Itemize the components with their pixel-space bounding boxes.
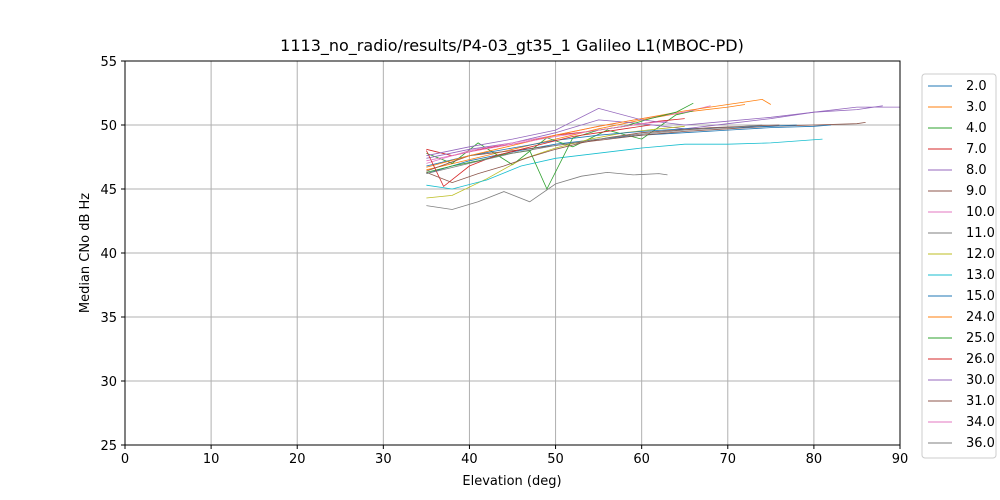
legend-label: 10.0 [966,205,995,220]
legend-label: 31.0 [966,394,995,409]
legend-item: 12.0 [928,247,995,262]
y-tick-label: 30 [100,375,117,390]
legend-label: 30.0 [966,373,995,388]
y-tick-label: 55 [100,55,117,70]
legend-label: 24.0 [966,310,995,325]
x-tick-label: 30 [375,452,392,467]
legend-item: 15.0 [928,289,995,304]
legend-label: 13.0 [966,268,995,283]
series-line-9.0 [426,122,866,172]
series-line-30.0 [426,106,900,157]
y-tick-label: 45 [100,183,117,198]
legend-item: 36.0 [928,436,995,451]
legend-label: 11.0 [966,226,995,241]
x-tick-label: 40 [461,452,478,467]
y-tick-label: 40 [100,247,117,262]
y-tick-label: 50 [100,119,117,134]
legend-label: 36.0 [966,436,995,451]
legend-label: 9.0 [966,184,987,199]
legend-item: 30.0 [928,373,995,388]
legend-item: 8.0 [928,163,987,178]
legend-item: 4.0 [928,121,987,136]
x-tick-label: 60 [633,452,650,467]
y-axis-title: Median CNo dB Hz [78,193,93,313]
legend-label: 15.0 [966,289,995,304]
legend-item: 24.0 [928,310,995,325]
legend-item: 34.0 [928,415,995,430]
x-tick-label: 50 [547,452,564,467]
x-tick-label: 80 [806,452,823,467]
legend-item: 31.0 [928,394,995,409]
series-line-36.0 [426,124,763,174]
series-line-24.0 [426,98,772,168]
legend-item: 3.0 [928,100,987,115]
series-line-34.0 [426,120,668,162]
y-axis: 25 30 35 40 45 50 55 [100,55,125,454]
legend: 2.0 3.0 4.0 7.0 8.0 9.0 10.0 11.0 12.0 13.0 15.0 24… [921,73,997,459]
series-line-26.0 [426,124,651,188]
legend-label: 34.0 [966,415,995,430]
legend-label: 2.0 [966,79,987,94]
legend-label: 26.0 [966,352,995,367]
legend-label: 4.0 [966,121,987,136]
series-layer [426,98,900,210]
x-tick-label: 20 [289,452,306,467]
legend-label: 12.0 [966,247,995,262]
series-line-3.0 [426,104,746,171]
legend-item: 9.0 [928,184,987,199]
x-tick-label: 0 [121,452,129,467]
chart-title: 1113_no_radio/results/P4-03_gt35_1 Galil… [280,36,744,56]
legend-label: 3.0 [966,100,987,115]
legend-item: 2.0 [928,79,987,94]
x-axis: 0 10 20 30 40 50 60 70 80 90 [121,445,908,467]
x-tick-label: 10 [203,452,220,467]
x-tick-label: 90 [892,452,909,467]
legend-item: 26.0 [928,352,995,367]
y-tick-label: 35 [100,311,117,326]
legend-label: 7.0 [966,142,987,157]
series-line-31.0 [426,124,780,184]
legend-item: 10.0 [928,205,995,220]
series-line-15.0 [426,124,797,167]
legend-item: 11.0 [928,226,995,241]
legend-label: 8.0 [966,163,987,178]
legend-label: 25.0 [966,331,995,346]
legend-item: 13.0 [928,268,995,283]
series-line-25.0 [426,102,694,190]
series-line-12.0 [426,125,685,199]
y-tick-label: 25 [100,439,117,454]
series-line-13.0 [426,138,823,190]
series-line-11.0 [426,171,668,210]
x-tick-label: 70 [720,452,737,467]
legend-item: 7.0 [928,142,987,157]
x-axis-title: Elevation (deg) [462,474,561,489]
legend-item: 25.0 [928,331,995,346]
